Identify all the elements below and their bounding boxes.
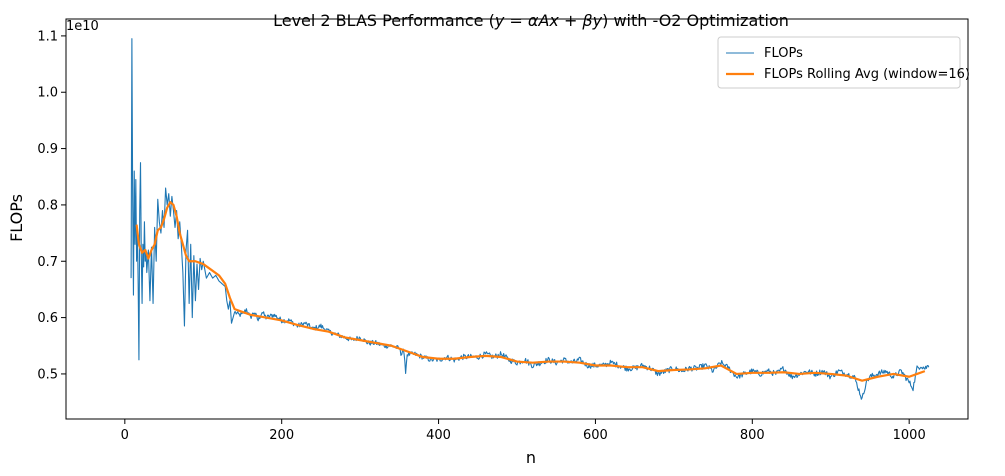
y-tick-label: 1.1	[37, 29, 58, 44]
legend: FLOPs FLOPs Rolling Avg (window=16)	[717, 36, 970, 89]
x-tick-label: 1000	[893, 428, 926, 443]
series-line-rolling-avg	[135, 201, 926, 382]
y-axis-label: FLOPs	[7, 194, 26, 242]
x-tick-label: 600	[583, 428, 608, 443]
y-tick-label: 0.7	[37, 255, 58, 270]
title-part: y = αAx + βy	[494, 11, 603, 30]
legend-label-rolling-avg: FLOPs Rolling Avg (window=16)	[764, 67, 970, 82]
title-part: ) with -O2 Optimization	[602, 11, 789, 30]
x-axis: 0 200 400 600 800 1000	[121, 419, 926, 443]
title-part: Level 2 BLAS Performance (	[273, 11, 495, 30]
x-tick-label: 200	[269, 428, 294, 443]
plot-area	[130, 38, 930, 400]
chart-title: Level 2 BLAS Performance (y = αAx + βy) …	[273, 11, 789, 30]
x-tick-label: 800	[740, 428, 765, 443]
y-tick-label: 0.5	[37, 367, 58, 382]
x-axis-label: n	[526, 448, 536, 467]
x-tick-label: 0	[121, 428, 129, 443]
plot-frame	[65, 18, 969, 420]
y-tick-label: 1.0	[37, 86, 58, 101]
y-scale-factor: 1e10	[66, 19, 99, 34]
y-axis: 0.5 0.6 0.7 0.8 0.9 1.0 1.1	[37, 29, 66, 382]
y-tick-label: 0.8	[37, 198, 58, 213]
y-tick-label: 0.9	[37, 142, 58, 157]
legend-box	[717, 36, 961, 89]
y-tick-label: 0.6	[37, 311, 58, 326]
legend-label-flops: FLOPs	[764, 46, 803, 61]
x-tick-label: 400	[426, 428, 451, 443]
